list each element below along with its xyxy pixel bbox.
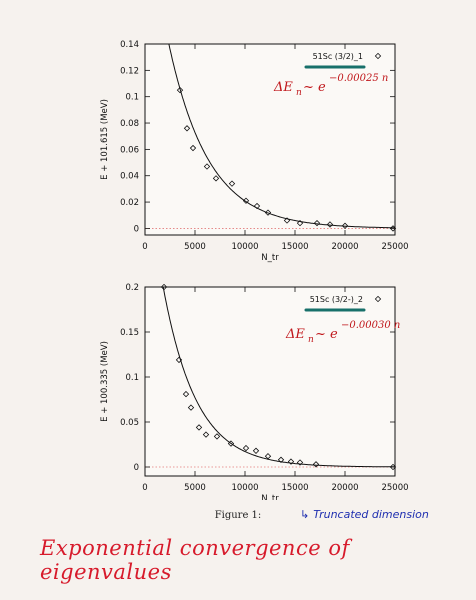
fit-curve [162, 287, 395, 468]
y-tick-label: 0.2 [125, 283, 139, 293]
annotation-base: ~ e [303, 80, 326, 95]
chart-panel-bottom: 0 0.05 0.1 0.15 0.2 0 5000 10000 15000 20000 25000… [0, 280, 476, 504]
x-tick-label: 0 [142, 242, 147, 252]
data-point [202, 431, 210, 438]
arrow-icon: ↳ [300, 508, 310, 521]
y-tick-label: 0.1 [125, 93, 139, 103]
data-point [187, 404, 195, 411]
chart-top: 0 0.02 0.04 0.06 0.08 0.1 0.12 0.14 0 5000 10000 15… [100, 40, 409, 263]
x-tick-label: 10000 [231, 242, 258, 252]
y-tick-label: 0 [134, 463, 139, 473]
legend-label: 51Sc (3/2-)_2 [310, 295, 363, 304]
handwritten-note: ↳ Truncated dimension [300, 508, 429, 521]
data-point [212, 175, 220, 182]
annotation-exponent: −0.00030 n [341, 320, 400, 331]
x-axis-label: N_tr [261, 253, 279, 263]
data-point [296, 459, 304, 466]
data-point [283, 217, 291, 224]
plot-frame [144, 43, 396, 236]
y-tick-label: 0.15 [120, 328, 139, 338]
data-point [160, 283, 168, 291]
y-tick-label: 0.14 [120, 40, 139, 50]
data-point [312, 461, 320, 468]
chart-panel-top: 0 0.02 0.04 0.06 0.08 0.1 0.12 0.14 0 5000 10000 15… [0, 38, 476, 272]
y-tick-label: 0.05 [120, 418, 139, 428]
y-tick-label: 0.08 [120, 119, 139, 129]
x-tick-label: 0 [142, 483, 147, 493]
data-point [195, 424, 203, 431]
data-point [242, 197, 250, 204]
legend-marker [374, 295, 382, 303]
annotation-formula: ΔE [285, 327, 305, 342]
x-tick-label: 15000 [281, 242, 308, 252]
data-point [296, 219, 304, 227]
plot-frame [144, 286, 396, 477]
data-point [264, 453, 272, 460]
annotation-exponent: −0.00025 n [329, 73, 388, 84]
data-point [341, 222, 349, 229]
data-point [175, 356, 183, 364]
annotation-formula: ΔE [273, 80, 293, 95]
data-point [389, 463, 397, 471]
data-point [242, 444, 250, 452]
y-axis-label: E + 100.335 (MeV) [100, 341, 110, 422]
y-tick-label: 0.02 [120, 198, 139, 208]
y-tick-label: 0.12 [120, 66, 139, 76]
handwritten-note-text: Truncated dimension [313, 508, 429, 521]
annotation-base: ~ e [315, 327, 338, 342]
data-point [252, 447, 260, 454]
data-point [326, 221, 334, 228]
legend-label: 51Sc (3/2)_1 [313, 52, 363, 61]
data-point [176, 86, 184, 94]
data-point [203, 163, 211, 170]
figure-caption: Figure 1: [214, 510, 262, 521]
x-tick-label: 5000 [184, 242, 206, 252]
x-tick-label: 5000 [184, 483, 206, 493]
data-point [389, 225, 397, 232]
x-tick-label: 20000 [331, 242, 358, 252]
data-point [264, 209, 272, 216]
x-tick-label: 10000 [231, 483, 258, 493]
y-tick-label: 0.1 [125, 373, 139, 383]
data-point [182, 390, 190, 398]
data-point [287, 458, 295, 465]
annotation-subscript: n [296, 88, 302, 98]
data-point [189, 144, 197, 152]
data-point [213, 433, 221, 440]
x-axis-label: N_tr [261, 494, 279, 500]
y-tick-label: 0 [134, 224, 139, 234]
data-point [227, 440, 235, 447]
data-point [183, 125, 191, 132]
annotation-subscript: n [308, 335, 314, 345]
chart-bottom: 0 0.05 0.1 0.15 0.2 0 5000 10000 15000 20000 25000… [100, 283, 409, 504]
data-point [313, 219, 321, 227]
y-tick-label: 0.04 [120, 172, 139, 182]
x-tick-label: 20000 [331, 483, 358, 493]
y-axis-label: E + 101.615 (MeV) [100, 99, 110, 180]
x-tick-label: 25000 [381, 483, 408, 493]
data-point [253, 202, 261, 210]
x-tick-label: 15000 [281, 483, 308, 493]
data-point [277, 456, 285, 463]
y-tick-label: 0.06 [120, 145, 139, 155]
handwritten-title: Exponential convergence of eigenvalues [40, 536, 350, 584]
data-point [228, 180, 236, 187]
x-tick-label: 25000 [381, 242, 408, 252]
legend-marker [374, 52, 382, 60]
